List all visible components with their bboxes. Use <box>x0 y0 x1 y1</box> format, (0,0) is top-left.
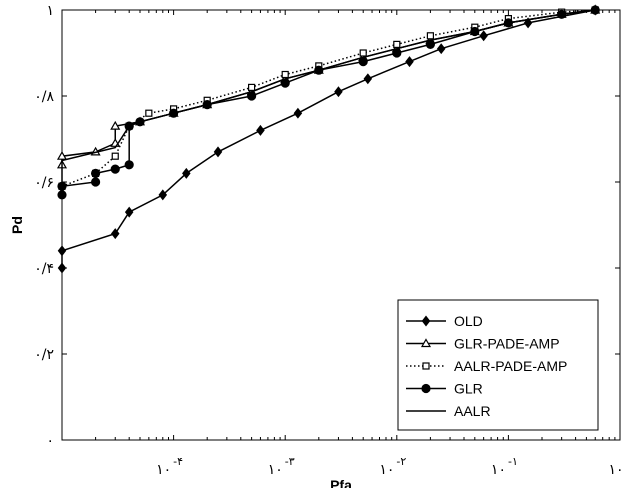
x-tick-label: ۱۰-۳ <box>268 455 295 478</box>
data-point <box>124 206 134 218</box>
data-point <box>182 167 191 179</box>
legend-marker <box>421 383 431 394</box>
x-tick-label: ۱۰ <box>608 462 623 478</box>
data-point <box>256 124 265 136</box>
series-layer <box>56 4 601 274</box>
data-point <box>56 150 68 160</box>
data-point <box>359 49 367 57</box>
series-old <box>57 4 600 274</box>
data-point <box>111 152 119 160</box>
data-point <box>293 107 303 119</box>
legend-entry: AALR <box>406 403 491 419</box>
data-point <box>213 146 223 158</box>
y-tick-label: ۱ <box>46 3 54 19</box>
y-axis-ticks: ۰ ۰/۲ ۰/۴ ۰/۶ ۰/۸ ۱ <box>34 3 620 449</box>
series-line <box>61 9 596 187</box>
data-point <box>363 73 373 85</box>
data-point <box>110 164 120 174</box>
x-tick-label: ۱۰-۱ <box>491 455 518 478</box>
data-point <box>57 262 67 274</box>
y-tick-label: ۰/۶ <box>34 175 54 191</box>
legend-label: OLD <box>454 313 483 329</box>
data-point <box>281 70 289 79</box>
x-axis-ticks: ۱۰-۴ ۱۰-۳ ۱۰-۲ ۱۰-۱ ۱۰ <box>95 10 624 478</box>
legend-label: AALR-PADE-AMP <box>454 358 567 374</box>
legend-entry: AALR-PADE-AMP <box>406 358 567 374</box>
data-point <box>57 190 67 200</box>
data-point <box>90 168 101 178</box>
data-point <box>425 39 435 50</box>
y-tick-label: ۰/۲ <box>34 347 54 363</box>
legend-entry: GLR <box>406 381 483 397</box>
x-tick-label: ۱۰-۴ <box>156 455 183 478</box>
data-point <box>426 32 434 40</box>
legend-entry: OLD <box>406 313 483 329</box>
data-point <box>479 30 488 42</box>
legend-marker <box>422 362 430 370</box>
y-tick-label: ۰ <box>46 433 54 449</box>
legend-entry: GLR-PADE-AMP <box>406 336 560 352</box>
legend-label: GLR-PADE-AMP <box>454 336 560 352</box>
data-point <box>436 43 446 55</box>
y-axis-label: Pd <box>9 216 25 234</box>
data-point <box>405 56 414 68</box>
data-point <box>110 228 120 240</box>
x-tick-label: ۱۰-۲ <box>379 455 406 478</box>
legend-marker <box>421 315 431 327</box>
series-line <box>61 9 596 268</box>
legend-label: AALR <box>454 403 491 419</box>
data-point <box>57 245 67 257</box>
series-aalr <box>61 9 596 187</box>
data-point <box>393 40 401 49</box>
legend: OLD GLR-PADE-AMP AALR-PADE-AMP GLR AALR <box>397 299 599 431</box>
data-point <box>110 120 121 130</box>
data-point <box>124 160 134 170</box>
data-point <box>158 189 168 201</box>
y-tick-label: ۰/۴ <box>34 261 54 277</box>
legend-label: GLR <box>454 381 483 397</box>
legend-marker <box>420 338 432 348</box>
data-point <box>334 86 343 98</box>
y-tick-label: ۰/۸ <box>34 89 54 105</box>
x-axis-label: Pfa <box>330 477 352 488</box>
data-point <box>392 48 402 58</box>
data-point <box>90 177 101 187</box>
data-point <box>145 109 153 117</box>
data-point <box>248 83 256 92</box>
